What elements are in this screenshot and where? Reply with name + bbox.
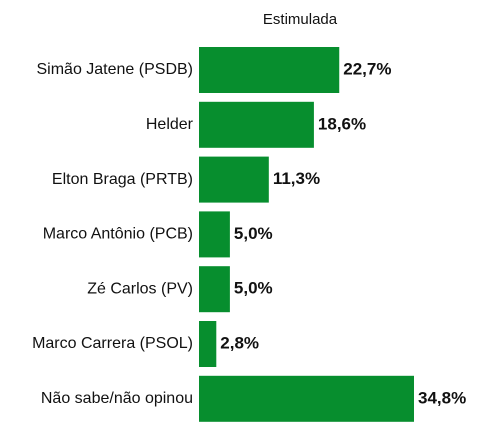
- category-label: Helder: [146, 116, 194, 133]
- bar: [199, 266, 230, 313]
- category-label: Não sabe/não opinou: [41, 390, 193, 407]
- value-label: 5,0%: [234, 279, 273, 298]
- bar: [199, 321, 217, 367]
- category-label: Zé Carlos (PV): [87, 280, 193, 297]
- value-label: 34,8%: [418, 388, 466, 407]
- value-label: 5,0%: [234, 224, 273, 243]
- bar: [199, 156, 269, 203]
- category-label: Elton Braga (PRTB): [52, 171, 193, 188]
- value-label: 18,6%: [318, 114, 366, 133]
- bar: [199, 211, 230, 258]
- chart-title: Estimulada: [263, 11, 338, 28]
- category-label: Simão Jatene (PSDB): [36, 61, 193, 78]
- bar: [199, 101, 314, 148]
- value-label: 2,8%: [220, 333, 259, 352]
- category-label: Marco Carrera (PSOL): [32, 335, 193, 352]
- bar: [199, 47, 340, 93]
- category-label: Marco Antônio (PCB): [43, 226, 193, 243]
- bar: [199, 375, 414, 422]
- value-label: 22,7%: [343, 59, 391, 78]
- value-label: 11,3%: [273, 169, 320, 188]
